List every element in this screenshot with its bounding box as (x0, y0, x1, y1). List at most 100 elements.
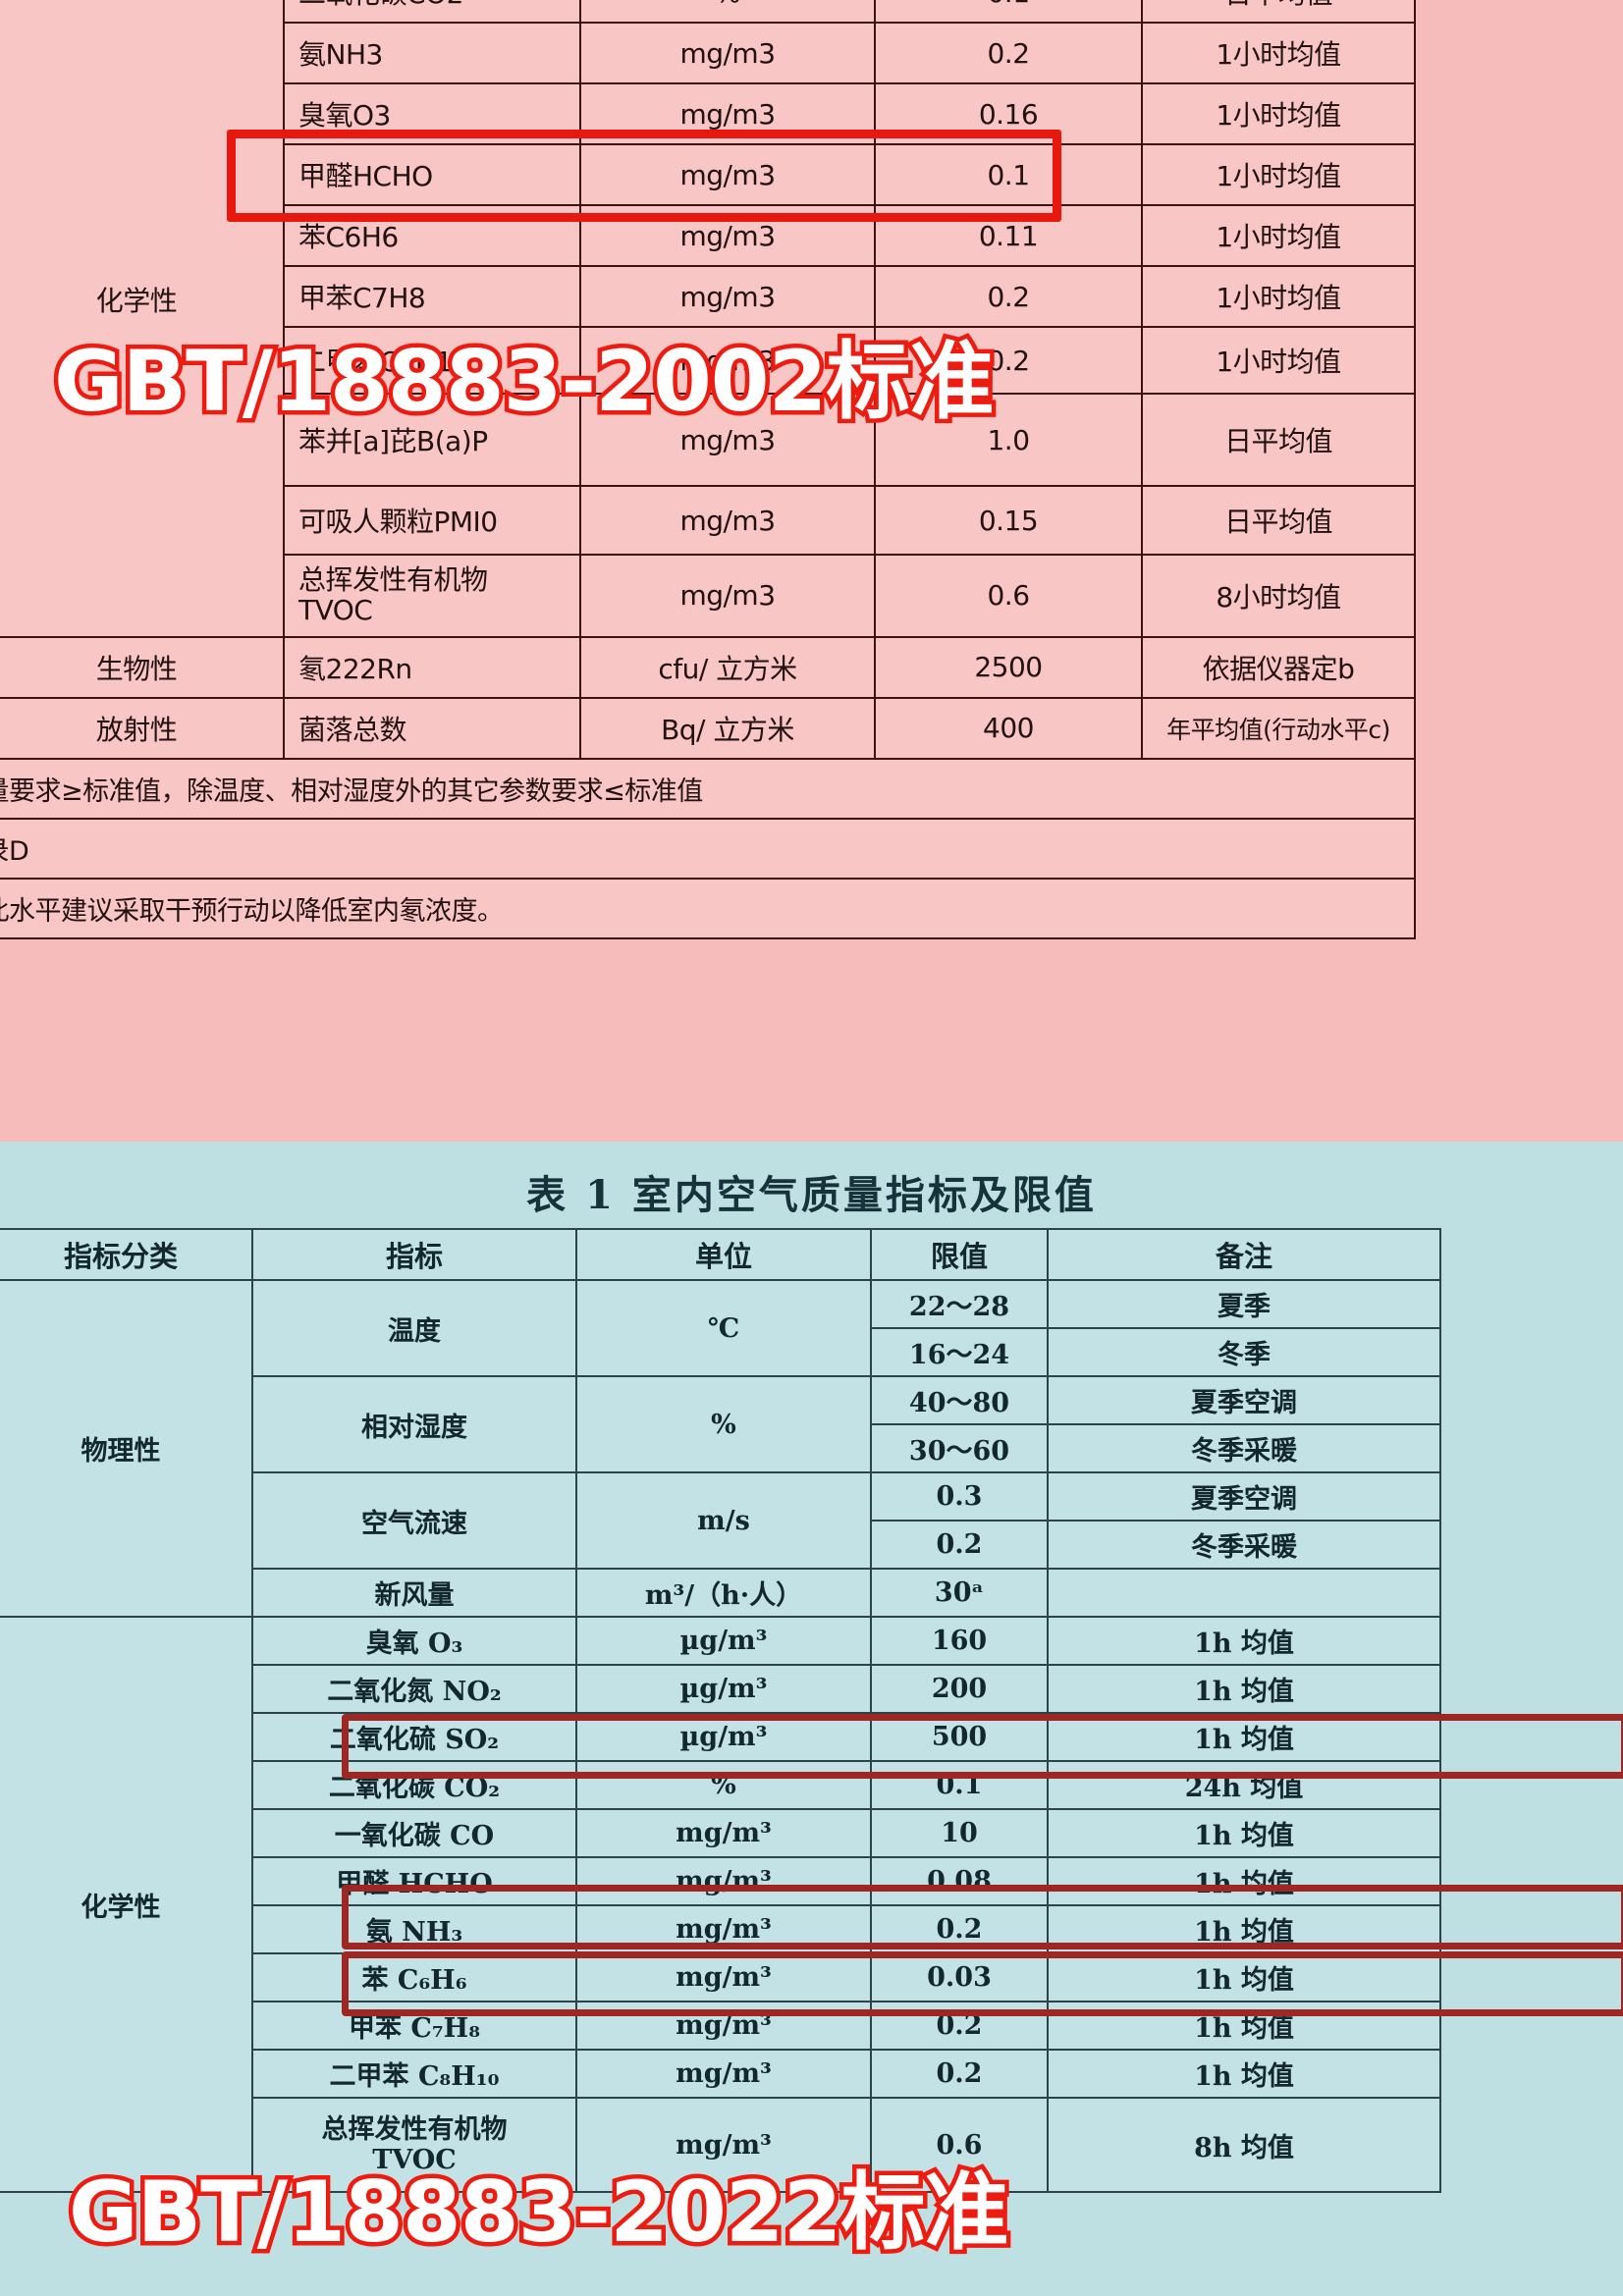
table-row: 30～60 冬季采暖 (0, 1423, 1441, 1473)
table-row-temperature: 物理性 温度 ℃ 22～28 夏季 (0, 1279, 1441, 1618)
cell-limit: 2500 (874, 635, 1143, 699)
cell-limit: 0.2 (874, 22, 1143, 84)
cell-remark: 1h 均值 (1047, 1664, 1441, 1714)
cell-remark: 日平均值 (1141, 0, 1416, 24)
table-row: 苯并[a]芘B(a)P mg/m3 1.0 日平均值 (0, 393, 1416, 487)
cell-unit: mg/m3 (579, 204, 876, 267)
cell-remark: 1h 均值 (1047, 1616, 1441, 1666)
cell-indicator: 甲苯C7H8 (283, 265, 581, 328)
cell-indicator: 氨NH3 (283, 22, 581, 84)
cell-limit: 0.08 (870, 1856, 1049, 1906)
cell-remark: 日平均值 (1141, 393, 1416, 487)
cell-limit: 0.1 (874, 0, 1143, 24)
header-limit: 限值 (870, 1228, 1049, 1281)
cell-limit: 0.6 (870, 2097, 1049, 2193)
cell-remark: 夏季 (1047, 1279, 1441, 1329)
table-row-hcho: 甲醛HCHO mg/m3 0.1 1小时均值 (0, 143, 1416, 206)
table-row-ozone: 化学性 臭氧 O₃ µg/m³ 160 1h 均值 (0, 1616, 1441, 2193)
table-row: 二甲苯C8H10 mg/m3 0.2 1小时均值 (0, 326, 1416, 395)
cell-unit: mg/m³ (575, 2049, 872, 2099)
cell-unit: % (575, 1760, 872, 1810)
cell-indicator: 甲苯 C₇H₈ (251, 2001, 577, 2051)
cell-indicator: 菌落总数 (283, 696, 581, 760)
cell-limit: 0.2 (870, 2049, 1049, 2099)
cell-remark: 夏季空调 (1047, 1375, 1441, 1425)
cell-remark: 1h 均值 (1047, 1856, 1441, 1906)
cell-indicator: 苯并[a]芘B(a)P (283, 393, 581, 487)
cell-unit: % (579, 0, 876, 24)
cell-unit: cfu/ 立方米 (579, 635, 876, 699)
cell-remark: 年平均值(行动水平c) (1141, 696, 1416, 760)
cell-limit: 0.15 (874, 485, 1143, 556)
cell-limit: 0.2 (874, 326, 1143, 395)
table-note-row: 风量要求≥标准值，除温度、相对湿度外的其它参数要求≤标准值 (0, 757, 1416, 820)
table-row-freshair: 新风量 m³/（h·人） 30ᵃ (0, 1568, 1441, 1618)
table-row-humidity: 相对湿度 % 40～80 夏季空调 (0, 1375, 1441, 1473)
table-row-airspeed: 空气流速 m/s 0.3 夏季空调 (0, 1471, 1441, 1570)
cell-indicator: 总挥发性有机物 TVOC (283, 554, 581, 638)
cell-limit: 0.2 (874, 265, 1143, 328)
cell-remark: 8小时均值 (1141, 554, 1416, 638)
cell-indicator: 二氧化碳 CO₂ (251, 1760, 577, 1810)
cell-unit: µg/m³ (575, 1664, 872, 1714)
cell-unit: m³/（h·人） (575, 1568, 872, 1618)
cell-limit: 16～24 (870, 1327, 1049, 1377)
table-title-2022: 表 1 室内空气质量指标及限值 (526, 1172, 1097, 1218)
table-row: 甲苯C7H8 mg/m3 0.2 1小时均值 (0, 265, 1416, 328)
table-row-radioactive: 放射性 菌落总数 Bq/ 立方米 400 年平均值(行动水平c) (0, 696, 1416, 760)
cell-remark: 冬季采暖 (1047, 1520, 1441, 1570)
cell-limit: 1.0 (874, 393, 1143, 487)
cell-remark: 1小时均值 (1141, 22, 1416, 84)
cell-unit: mg/m3 (579, 554, 876, 638)
cell-limit: 40～80 (870, 1375, 1049, 1425)
cell-unit: ℃ (575, 1279, 872, 1377)
table-row-hcho: 甲醛 HCHO mg/m³ 0.08 1h 均值 (0, 1856, 1441, 1906)
category-radioactive-2002: 放射性 (0, 696, 285, 760)
cell-remark: 1小时均值 (1141, 326, 1416, 395)
cell-indicator: 二氧化氮 NO₂ (251, 1664, 577, 1714)
cell-indicator: 总挥发性有机物 TVOC (251, 2097, 577, 2193)
cell-indicator: 可吸人颗粒PMI0 (283, 485, 581, 556)
cell-unit: mg/m3 (579, 393, 876, 487)
cell-remark: 夏季空调 (1047, 1471, 1441, 1522)
category-chemical-2022: 化学性 (0, 1616, 253, 2193)
cell-limit: 30～60 (870, 1423, 1049, 1473)
cell-unit: mg/m³ (575, 1808, 872, 1858)
cell-limit: 200 (870, 1664, 1049, 1714)
cell-limit: 400 (874, 696, 1143, 760)
table-row-xylene: 二甲苯 C₈H₁₀ mg/m³ 0.2 1h 均值 (0, 2049, 1441, 2099)
cell-remark: 1h 均值 (1047, 1808, 1441, 1858)
standard-2022-panel: 表 1 室内空气质量指标及限值 指标分类 指标 单位 限值 备注 物理性 温度 … (0, 1142, 1623, 2296)
table-row: 可吸人颗粒PMI0 mg/m3 0.15 日平均值 (0, 485, 1416, 556)
cell-remark: 1小时均值 (1141, 143, 1416, 206)
cell-limit: 0.3 (870, 1471, 1049, 1522)
category-biological-2002: 生物性 (0, 635, 285, 699)
cell-limit: 0.16 (874, 82, 1143, 145)
cell-indicator: 甲醛 HCHO (251, 1856, 577, 1906)
header-unit: 单位 (575, 1228, 872, 1281)
table-header-row: 指标分类 指标 单位 限值 备注 (0, 1228, 1441, 1281)
cell-unit: mg/m³ (575, 2097, 872, 2193)
note-2: 附录D (0, 817, 1416, 880)
cell-unit: mg/m³ (575, 2001, 872, 2051)
cell-unit: mg/m3 (579, 485, 876, 556)
cell-limit: 0.2 (870, 1904, 1049, 1954)
cell-unit: mg/m3 (579, 143, 876, 206)
table-row-co: 一氧化碳 CO mg/m³ 10 1h 均值 (0, 1808, 1441, 1858)
cell-remark: 1h 均值 (1047, 1712, 1441, 1762)
table-row-no2: 二氧化氮 NO₂ µg/m³ 200 1h 均值 (0, 1664, 1441, 1714)
cell-indicator: 臭氧 O₃ (251, 1616, 577, 1666)
cell-remark: 1h 均值 (1047, 2049, 1441, 2099)
cell-limit: 22～28 (870, 1279, 1049, 1329)
cell-limit: 500 (870, 1712, 1049, 1762)
cell-limit: 0.2 (870, 2001, 1049, 2051)
cell-unit: mg/m³ (575, 1952, 872, 2002)
note-1: 风量要求≥标准值，除温度、相对湿度外的其它参数要求≤标准值 (0, 757, 1416, 820)
cell-remark: 日平均值 (1141, 485, 1416, 556)
cell-indicator: 温度 (251, 1279, 577, 1377)
cell-limit: 0.1 (874, 143, 1143, 206)
cell-indicator: 新风量 (251, 1568, 577, 1618)
cell-indicator: 苯 C₆H₆ (251, 1952, 577, 2002)
cell-remark: 8h 均值 (1047, 2097, 1441, 2193)
